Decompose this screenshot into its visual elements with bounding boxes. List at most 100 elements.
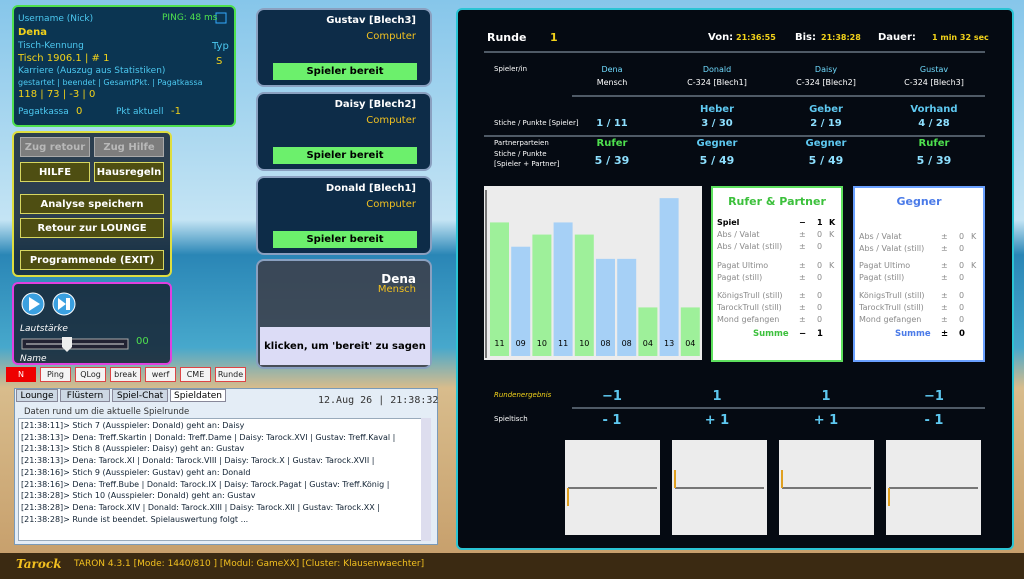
label: 5 / 39 — [594, 154, 630, 167]
box-sum: 0 — [959, 329, 965, 339]
box-cell: K — [829, 261, 835, 270]
tool-button[interactable]: werf — [145, 367, 176, 382]
label: 1 — [550, 31, 558, 44]
rufer-box — [711, 186, 843, 362]
scrollbar[interactable] — [421, 418, 431, 541]
box-cell: 0 — [817, 273, 823, 282]
box-cell: Abs / Valat — [859, 232, 902, 241]
box-cell: 0 — [959, 261, 965, 270]
chat-tab[interactable]: Flüstern — [60, 389, 110, 402]
menu-button[interactable]: Analyse speichern — [20, 194, 164, 214]
menu-button[interactable]: HILFE — [20, 162, 90, 182]
ready-button[interactable]: Spieler bereit — [273, 63, 417, 80]
label: 1 min 32 sec — [932, 33, 989, 42]
box-cell: Pagat Ultimo — [717, 261, 769, 270]
label: 4 / 28 — [918, 118, 950, 129]
label: C-324 [Blech1] — [687, 78, 747, 87]
round-result: 1 — [712, 389, 722, 404]
box-cell: 0 — [959, 315, 965, 324]
bar — [511, 246, 531, 356]
label: Stiche / Punkte — [494, 149, 547, 158]
label: Dauer: — [878, 32, 916, 43]
box-cell: 0 — [817, 315, 823, 324]
box-sum: Summe — [895, 329, 931, 339]
tool-button[interactable]: Runde — [215, 367, 246, 382]
chat-log — [18, 418, 422, 541]
bar — [659, 198, 679, 356]
ready-button[interactable]: Spieler bereit — [273, 147, 417, 164]
menu-button[interactable]: Programmende (EXIT) — [20, 250, 164, 270]
play-icon — [29, 297, 40, 311]
box-cell: 1 — [817, 218, 823, 227]
player-name: Daisy [Blech2] — [334, 99, 416, 110]
menu-button[interactable]: Zug retour — [20, 137, 90, 157]
skip-icon — [58, 298, 70, 310]
box-cell: ± — [799, 303, 806, 312]
round-result: −1 — [602, 389, 622, 404]
chat-tab[interactable]: Spiel-Chat — [112, 389, 168, 402]
label: 21:38:28 — [821, 33, 861, 42]
label: 5 / 49 — [808, 154, 844, 167]
tool-button[interactable]: Ping — [40, 367, 71, 382]
box-cell: KönigsTrull (still) — [717, 291, 783, 300]
menu-button[interactable]: Retour zur LOUNGE — [20, 218, 164, 238]
bar-label: 13 — [664, 339, 675, 348]
box-sum: − — [799, 329, 807, 339]
ready-button[interactable]: Spieler bereit — [273, 231, 417, 248]
menu-button[interactable]: Zug Hilfe — [94, 137, 164, 157]
box-cell: ± — [941, 273, 948, 282]
label: Name — [20, 354, 47, 364]
box-cell: Abs / Valat — [717, 230, 760, 239]
status-text: TARON 4.3.1 [Mode: 1440/810 ] [Modul: Ga… — [74, 559, 425, 569]
menu-button[interactable]: Hausregeln — [94, 162, 164, 182]
label: 3 / 30 — [701, 118, 733, 129]
box-cell: ± — [799, 242, 806, 251]
player-kind: Computer — [366, 31, 416, 42]
label: -1 — [171, 106, 181, 117]
chat-tab[interactable]: Lounge — [16, 389, 58, 402]
checkbox[interactable] — [215, 12, 227, 24]
label: Lautstärke — [20, 324, 68, 334]
tool-button[interactable]: N — [6, 367, 36, 382]
tool-button[interactable]: break — [110, 367, 141, 382]
chat-line: [21:38:13]> Dena: Treff.Skartin | Donald… — [21, 432, 396, 442]
chat-line: [21:38:16]> Stich 9 (Ausspieler: Gustav)… — [21, 467, 251, 477]
player-kind: Computer — [366, 115, 416, 126]
box-cell: Pagat (still) — [717, 273, 763, 282]
label: Mensch — [596, 78, 628, 87]
bar-label: 09 — [515, 339, 526, 348]
box-cell: − — [799, 218, 806, 227]
chat-tab[interactable]: Spieldaten — [170, 389, 226, 402]
box-cell: Mond gefangen — [717, 315, 780, 324]
label: Tisch 1906.1 | # 1 — [18, 53, 110, 64]
label: Runde — [487, 31, 527, 44]
bar — [490, 222, 509, 356]
box-title: Gegner — [896, 195, 942, 208]
tool-button[interactable]: QLog — [75, 367, 106, 382]
round-result: −1 — [924, 389, 944, 404]
label: 5 / 49 — [699, 154, 735, 167]
label: C-324 [Blech3] — [904, 78, 964, 87]
box-cell: 0 — [817, 291, 823, 300]
label: Rufer — [918, 138, 950, 149]
box-cell: Abs / Valat (still) — [859, 244, 925, 253]
chat-line: [21:38:28]> Stich 10 (Ausspieler: Donald… — [21, 491, 256, 501]
bar — [532, 234, 552, 356]
box-title: Rufer & Partner — [728, 195, 826, 208]
label: Gustav — [919, 65, 949, 74]
player-name: Dena — [381, 272, 416, 286]
bar — [553, 222, 573, 356]
slider-knob[interactable] — [62, 337, 72, 352]
box-cell: Spiel — [717, 218, 740, 227]
label: Karriere (Auszug aus Statistiken) — [18, 66, 166, 76]
box-cell: 0 — [817, 242, 823, 251]
label: PING: 48 ms — [162, 13, 218, 23]
tool-button[interactable]: CME — [180, 367, 211, 382]
bar-label: 11 — [558, 339, 569, 348]
label: 00 — [136, 336, 149, 347]
logo: Tarock — [16, 557, 62, 571]
ready-button[interactable]: klicken, um 'bereit' zu sagen — [260, 327, 430, 365]
bar — [617, 258, 637, 356]
label: Partnerparteien — [494, 139, 549, 147]
round-result: 1 — [821, 389, 831, 404]
